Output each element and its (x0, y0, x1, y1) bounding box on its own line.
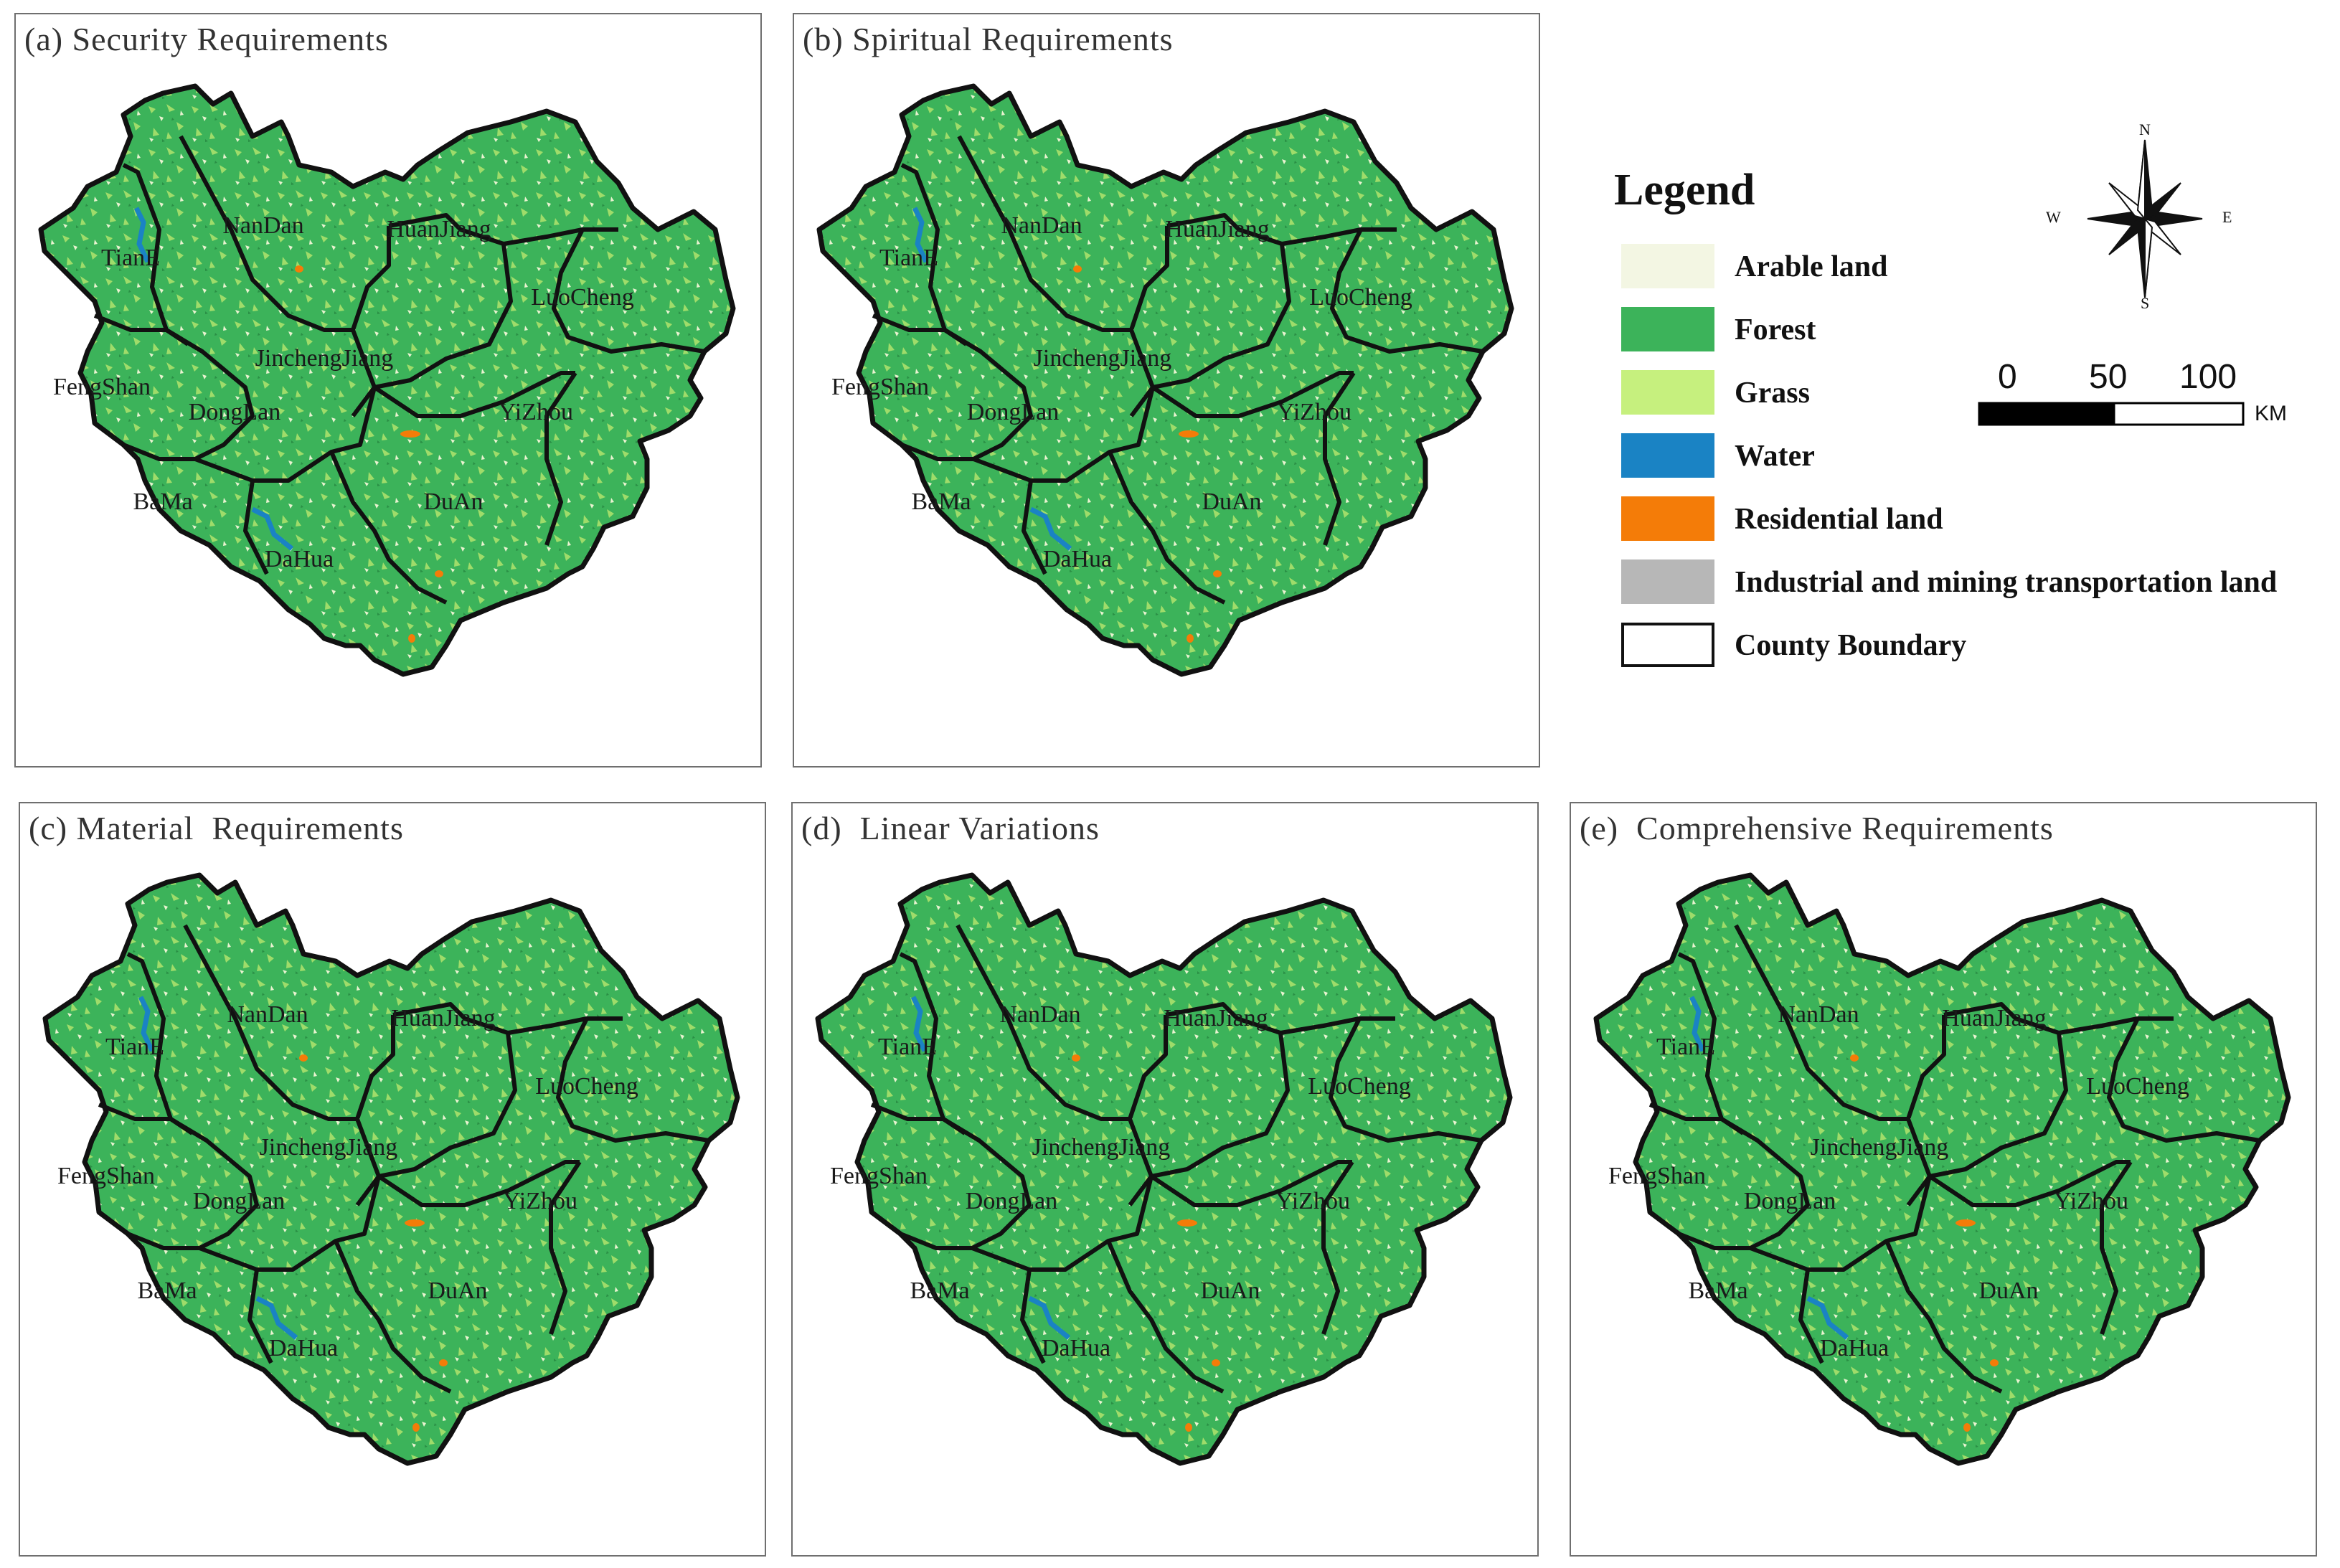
legend-label: Water (1735, 440, 1815, 473)
compass-north-label: N (2139, 121, 2151, 138)
county-label: DaHua (1820, 1335, 1889, 1361)
county-label: LuoCheng (531, 284, 634, 311)
county-map: TianE NanDan HuanJiang LuoCheng JinchengJian… (815, 872, 1513, 1466)
county-label: DongLan (193, 1188, 285, 1214)
county-label: JinchengJiang (260, 1134, 398, 1161)
legend-swatch (1621, 244, 1714, 288)
county-label: NanDan (1778, 1001, 1859, 1028)
county-label: BaMa (911, 488, 971, 515)
legend-swatch (1621, 370, 1714, 415)
legend-title: Legend (1614, 166, 1755, 214)
county-label: TianE (1656, 1034, 1715, 1060)
county-label: NanDan (222, 212, 303, 239)
county-label: HuanJiang (1165, 216, 1269, 242)
county-label: YiZhou (1275, 1188, 1350, 1214)
county-label: DongLan (967, 399, 1059, 425)
county-label: BaMa (910, 1277, 969, 1304)
county-label: LuoCheng (535, 1073, 638, 1100)
county-label: NanDan (227, 1001, 308, 1028)
county-label: DuAn (1202, 488, 1261, 515)
scale-bar (1978, 402, 2245, 426)
county-label: YiZhou (503, 1188, 577, 1214)
scale-tick-0: 0 (1998, 358, 2017, 396)
county-label: DuAn (1978, 1277, 2038, 1304)
county-label: TianE (878, 1034, 937, 1060)
county-label: NanDan (1001, 212, 1082, 239)
county-label: LuoCheng (2086, 1073, 2189, 1100)
county-label: HuanJiang (391, 1005, 495, 1031)
county-label: BaMa (133, 488, 192, 515)
map-panel-e: TianE NanDan HuanJiang LuoCheng JinchengJian… (1570, 802, 2317, 1557)
county-map: TianE NanDan HuanJiang LuoCheng JinchengJian… (42, 872, 740, 1466)
map-panel-c: TianE NanDan HuanJiang LuoCheng JinchengJian… (19, 802, 766, 1557)
map-panel-a: TianE NanDan HuanJiang LuoCheng JinchengJian… (14, 13, 762, 768)
legend-label: Grass (1735, 377, 1810, 410)
legend-label: Arable land (1735, 250, 1888, 283)
county-label: DongLan (966, 1188, 1057, 1214)
county-label: DaHua (1043, 546, 1112, 572)
scale-unit: KM (2255, 402, 2287, 425)
scale-tick-50: 50 (2089, 358, 2128, 396)
county-label: YiZhou (499, 399, 573, 425)
legend-label: Residential land (1735, 503, 1943, 536)
county-label: JinchengJiang (1034, 345, 1172, 372)
compass-south-label: S (2141, 294, 2150, 312)
county-label: TianE (105, 1034, 164, 1060)
county-label: DaHua (265, 546, 334, 572)
panel-title: (b) Spiritual Requirements (803, 21, 1174, 57)
county-map: TianE NanDan HuanJiang LuoCheng JinchengJian… (38, 83, 736, 677)
county-label: DuAn (423, 488, 483, 515)
county-label: FengShan (1608, 1163, 1706, 1189)
county-label: DuAn (428, 1277, 487, 1304)
legend-swatch (1621, 623, 1714, 667)
county-label: JinchengJiang (255, 345, 394, 372)
legend-swatch (1621, 307, 1714, 351)
county-label: DaHua (269, 1335, 338, 1361)
north-arrow-icon (2087, 139, 2203, 298)
legend-swatch (1621, 559, 1714, 604)
county-label: LuoCheng (1308, 1073, 1411, 1100)
compass-west-label: W (2046, 208, 2061, 226)
legend-swatch (1621, 496, 1714, 541)
county-label: FengShan (830, 1163, 928, 1189)
county-label: TianE (101, 245, 160, 271)
county-label: YiZhou (2054, 1188, 2128, 1214)
county-label: YiZhou (1277, 399, 1351, 425)
panel-title: (a) Security Requirements (24, 21, 389, 57)
county-label: HuanJiang (387, 216, 491, 242)
county-label: TianE (879, 245, 938, 271)
map-panel-d: TianE NanDan HuanJiang LuoCheng JinchengJian… (791, 802, 1539, 1557)
county-label: DongLan (1744, 1188, 1836, 1214)
legend-label: Forest (1735, 313, 1816, 346)
county-map: TianE NanDan HuanJiang LuoCheng JinchengJian… (816, 83, 1514, 677)
legend-label: Industrial and mining transportation lan… (1735, 566, 2278, 599)
compass-east-label: E (2222, 208, 2232, 226)
county-label: DaHua (1042, 1335, 1110, 1361)
map-panel-b: TianE NanDan HuanJiang LuoCheng JinchengJian… (793, 13, 1540, 768)
county-label: BaMa (137, 1277, 197, 1304)
county-label: JinchengJiang (1811, 1134, 1949, 1161)
panel-title: (c) Material Requirements (29, 810, 404, 846)
county-label: NanDan (999, 1001, 1080, 1028)
county-map: TianE NanDan HuanJiang LuoCheng JinchengJian… (1593, 872, 2291, 1466)
county-label: HuanJiang (1942, 1005, 2046, 1031)
county-label: HuanJiang (1164, 1005, 1268, 1031)
county-label: JinchengJiang (1032, 1134, 1171, 1161)
county-label: DongLan (189, 399, 280, 425)
county-label: FengShan (57, 1163, 155, 1189)
legend-label: County Boundary (1735, 629, 1967, 662)
county-label: BaMa (1688, 1277, 1747, 1304)
county-label: FengShan (831, 374, 929, 400)
county-label: DuAn (1200, 1277, 1260, 1304)
panel-title: (d) Linear Variations (801, 810, 1100, 846)
legend-swatch (1621, 433, 1714, 478)
panel-title: (e) Comprehensive Requirements (1580, 810, 2054, 846)
scale-tick-100: 100 (2179, 358, 2237, 396)
county-label: LuoCheng (1309, 284, 1412, 311)
county-label: FengShan (53, 374, 151, 400)
